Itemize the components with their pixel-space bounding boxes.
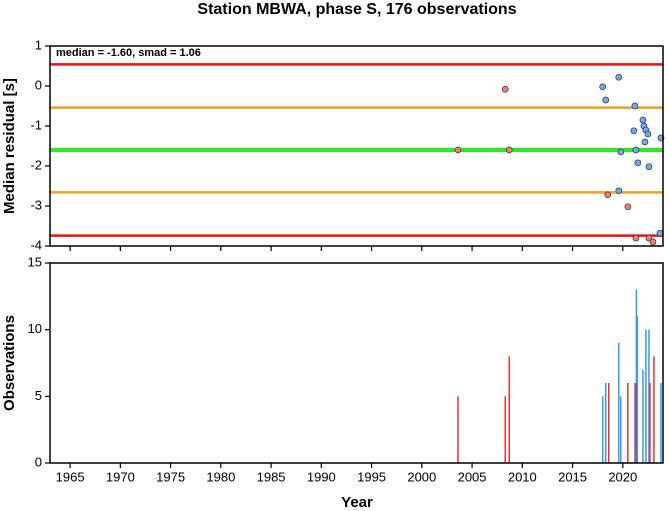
y-axis-label: Median residual [s] [1, 78, 18, 214]
point [634, 159, 642, 167]
point [615, 73, 623, 81]
x-tick-label: 1975 [156, 469, 185, 484]
y-tick-label: 10 [28, 321, 42, 336]
y-axis-label: Observations [1, 315, 18, 411]
chart-title: Station MBWA, phase S, 176 observations [197, 1, 516, 18]
point [641, 138, 649, 146]
x-tick-label: 2015 [558, 469, 587, 484]
point [632, 234, 640, 242]
x-tick-label: 1990 [307, 469, 336, 484]
point [645, 234, 653, 242]
x-tick-label: 1985 [257, 469, 286, 484]
point [649, 238, 657, 246]
point [624, 203, 632, 211]
point [631, 102, 639, 110]
x-tick-label: 2020 [608, 469, 637, 484]
y-tick-label: -4 [30, 237, 42, 252]
point [645, 163, 653, 171]
plot-frame [49, 45, 664, 247]
point [602, 96, 610, 104]
y-tick-label: -2 [30, 157, 42, 172]
y-tick-label: 15 [28, 254, 42, 269]
annotation: median = -1.60, smad = 1.06 [56, 47, 201, 59]
y-tick-label: 1 [35, 37, 42, 52]
point [505, 146, 513, 154]
x-tick-label: 1965 [56, 469, 85, 484]
y-tick-label: 0 [35, 454, 42, 469]
point [604, 191, 612, 199]
y-tick-label: 0 [35, 77, 42, 92]
point [617, 148, 625, 156]
point [656, 229, 664, 237]
x-tick-label: 2005 [458, 469, 487, 484]
plot-frame [49, 262, 664, 464]
point [615, 187, 623, 195]
point [599, 83, 607, 91]
y-tick-label: -3 [30, 197, 42, 212]
point [644, 130, 652, 138]
point [454, 146, 462, 154]
point [632, 146, 640, 154]
x-tick-label: 2010 [508, 469, 537, 484]
y-tick-label: -1 [30, 117, 42, 132]
x-axis-label: Year [341, 494, 373, 511]
x-tick-label: 1995 [357, 469, 386, 484]
point [639, 116, 647, 124]
y-tick-label: 5 [35, 388, 42, 403]
point [501, 85, 509, 93]
x-tick-label: 2000 [407, 469, 436, 484]
x-tick-label: 1980 [206, 469, 235, 484]
x-tick-label: 1970 [106, 469, 135, 484]
point [630, 127, 638, 135]
